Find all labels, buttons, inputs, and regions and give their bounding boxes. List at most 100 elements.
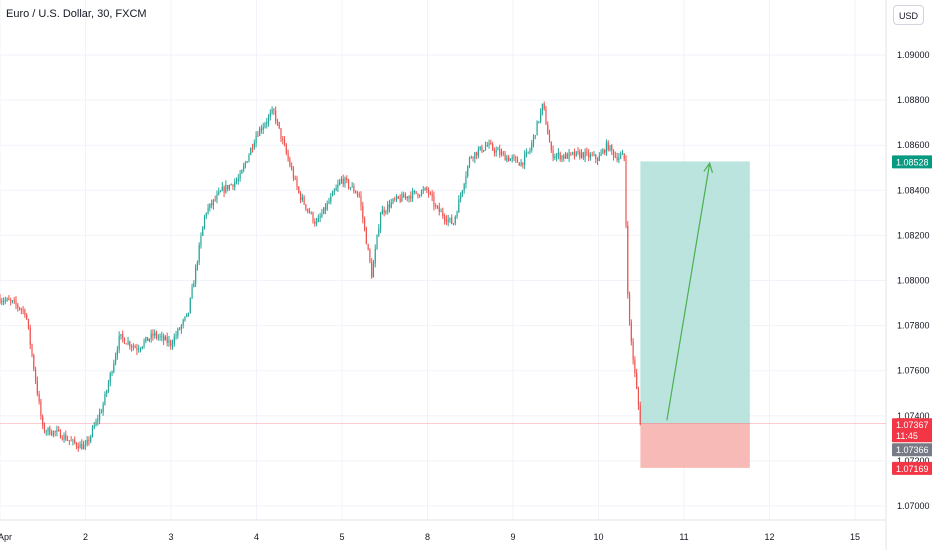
price-axis[interactable]: 1.09000 1.08800 1.08600 1.08400 1.08200 1.080… <box>897 50 930 511</box>
candle-body <box>447 219 449 222</box>
candle-body <box>356 193 359 195</box>
candle-body <box>442 211 444 217</box>
candle-body <box>335 187 337 191</box>
candle-body <box>397 196 399 199</box>
candle-body <box>52 431 54 435</box>
candle-body <box>387 204 389 212</box>
candle-body <box>107 382 110 391</box>
candle-body <box>307 208 309 211</box>
candle-body <box>246 161 248 163</box>
candle-body <box>198 244 200 263</box>
candle-body <box>100 412 102 413</box>
candle-body <box>269 113 271 117</box>
candle-body <box>525 152 528 155</box>
candle-body <box>8 298 10 301</box>
candle-body <box>472 157 474 159</box>
candle-body <box>234 182 236 187</box>
candle-body <box>139 348 142 350</box>
candle-body <box>173 336 175 345</box>
candle-body <box>479 146 481 150</box>
candle-body <box>527 151 529 153</box>
candle-body <box>379 214 382 229</box>
candle-body <box>465 176 467 185</box>
candle-body <box>259 128 261 136</box>
candle-body <box>596 159 599 161</box>
candle-body <box>221 186 223 191</box>
candle-body <box>417 193 419 197</box>
candle-body <box>456 212 458 217</box>
candle-body <box>346 178 348 180</box>
candle-body <box>492 144 494 150</box>
candle-body <box>547 124 549 135</box>
candle-body <box>588 152 590 158</box>
candle-body <box>260 128 263 131</box>
candle-body <box>75 443 78 447</box>
candle-body <box>604 149 606 153</box>
candle-body <box>157 336 159 338</box>
candle-body <box>289 159 291 167</box>
candle-body <box>283 140 286 146</box>
candle-body <box>250 147 252 155</box>
time-axis[interactable]: Apr 2 3 4 5 8 9 10 11 12 15 <box>0 532 860 542</box>
candle-body <box>271 109 273 114</box>
candle-body <box>390 202 392 208</box>
candle-body <box>1 301 3 303</box>
candle-body <box>6 298 8 301</box>
candle-body <box>395 196 398 200</box>
candle-body <box>116 349 118 356</box>
x-tick-label: 15 <box>850 532 860 542</box>
candle-body <box>426 188 428 191</box>
candle-body <box>287 153 289 160</box>
candle-body <box>461 190 463 196</box>
candle-body <box>154 332 156 336</box>
candle-body <box>497 149 499 151</box>
candle-body <box>310 212 312 214</box>
candle-body <box>449 217 451 220</box>
candle-body <box>531 143 533 151</box>
candle-body <box>563 155 565 159</box>
candle-body <box>47 427 49 432</box>
candle-body <box>11 300 14 302</box>
currency-button[interactable]: USD <box>893 5 924 25</box>
candle-body <box>251 147 254 149</box>
candle-body <box>86 439 88 445</box>
candle-body <box>230 184 232 186</box>
candle-body <box>132 346 134 348</box>
candle-body <box>639 405 641 424</box>
candle-body <box>161 335 163 337</box>
candle-body <box>490 143 492 145</box>
candle-body <box>273 109 275 111</box>
candle-body <box>600 153 602 156</box>
candle-body <box>131 346 133 348</box>
position-zones[interactable] <box>640 161 750 468</box>
candle-body <box>308 210 311 214</box>
candle-body <box>184 316 186 321</box>
current-price-badge-text: 1.07367 <box>896 420 929 430</box>
candle-body <box>374 248 376 264</box>
candle-body <box>0 298 1 303</box>
candle-body <box>541 103 544 112</box>
candle-body <box>195 267 197 284</box>
candle-body <box>399 198 401 202</box>
candle-body <box>70 440 72 442</box>
candle-body <box>584 151 586 159</box>
candle-body <box>114 355 117 364</box>
candle-body <box>509 158 512 161</box>
candle-body <box>580 152 583 158</box>
candle-body <box>275 110 277 122</box>
candle-body <box>257 135 259 137</box>
candle-body <box>196 262 199 268</box>
candle-body <box>614 156 616 158</box>
candle-body <box>424 188 426 190</box>
candle-body <box>40 401 42 417</box>
candle-body <box>618 157 620 161</box>
x-tick-label: 2 <box>83 532 88 542</box>
y-tick-label: 1.07400 <box>897 411 930 421</box>
candle-body <box>163 335 165 341</box>
candle-body <box>193 283 195 288</box>
candle-body <box>104 393 106 405</box>
candle-body <box>314 221 316 224</box>
